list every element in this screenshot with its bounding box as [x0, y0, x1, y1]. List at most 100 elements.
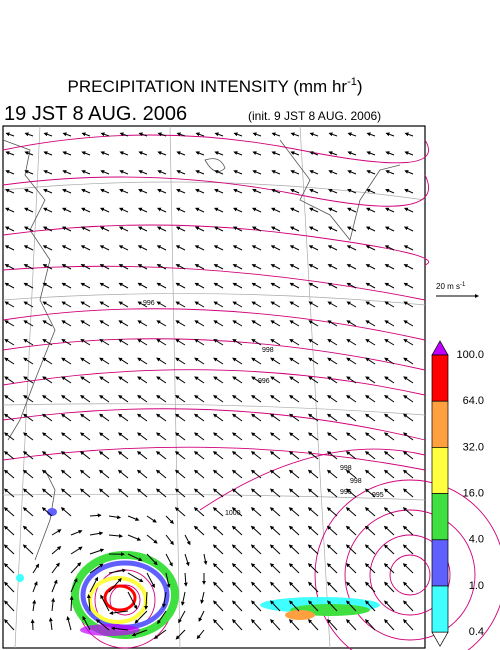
wind-arrow: [364, 525, 376, 536]
wind-arrow: [137, 357, 148, 365]
title-close: ): [357, 77, 363, 96]
wind-arrow: [118, 301, 129, 308]
wind-arrow: [366, 151, 376, 156]
wind-arrow: [32, 563, 40, 574]
wind-arrow: [99, 282, 110, 289]
wind-arrow: [51, 597, 56, 612]
wind-arrow: [232, 207, 243, 213]
wind-arrow: [213, 376, 224, 384]
wind-arrow: [175, 207, 186, 213]
wind-arrow: [61, 338, 72, 346]
wind-arrow: [137, 395, 148, 403]
wind-arrow: [61, 226, 72, 232]
wind-arrow: [213, 282, 224, 289]
wind-arrow: [99, 395, 110, 403]
wind-arrow: [251, 226, 262, 232]
wind-arrow: [5, 170, 15, 175]
wind-arrow: [213, 301, 224, 308]
wind-arrow: [138, 151, 148, 156]
wind-arrow: [80, 432, 91, 441]
wind-arrow: [365, 245, 376, 251]
wind-arrow: [347, 132, 357, 137]
wind-arrow: [384, 432, 395, 441]
wind-arrow: [81, 170, 91, 175]
wind-arrow: [212, 525, 224, 536]
wind-arrow: [270, 226, 281, 232]
wind-arrow: [326, 413, 338, 422]
wind-arrow: [137, 301, 148, 308]
wind-arrow: [60, 413, 72, 422]
wind-arrow: [60, 451, 72, 460]
wind-arrow: [194, 282, 205, 289]
wind-arrow: [3, 488, 15, 498]
wind-arrow: [198, 610, 205, 622]
wind-arrow: [365, 395, 376, 403]
wind-arrow: [42, 432, 53, 441]
wind-arrow: [307, 563, 319, 574]
wind-arrow: [100, 188, 110, 194]
wind-arrow: [383, 488, 395, 498]
wind-arrow: [86, 594, 91, 612]
wind-arrow: [22, 451, 34, 460]
wind-arrow: [100, 170, 110, 175]
wind-arrow: [99, 432, 110, 441]
wind-arrow: [308, 320, 319, 327]
wind-arrow: [109, 610, 129, 615]
wind-arrow: [212, 507, 224, 517]
wind-arrow: [214, 151, 224, 156]
wind-arrow: [156, 301, 167, 308]
wind-arrow: [195, 151, 205, 156]
wind-arrow: [79, 469, 91, 479]
wind-arrow: [60, 469, 72, 479]
wind-arrow: [232, 600, 243, 612]
wind-arrow: [4, 320, 15, 327]
wind-arrow: [117, 413, 129, 422]
wind-arrow: [346, 432, 357, 441]
wind-arrow: [327, 338, 338, 346]
wind-arrow: [136, 451, 148, 460]
wind-arrow: [61, 301, 72, 308]
wind-arrow: [3, 563, 15, 574]
wind-arrow: [269, 563, 281, 574]
colorbar-band: [431, 354, 449, 402]
wind-arrow: [180, 591, 186, 606]
title: PRECIPITATION INTENSITY (mm hr-1): [67, 76, 362, 96]
wind-arrow: [233, 151, 243, 156]
wind-arrow: [137, 264, 148, 270]
wind-arrow: [165, 534, 174, 546]
wind-arrow: [403, 207, 414, 213]
wind-arrow: [270, 282, 281, 289]
wind-arrow: [146, 534, 158, 544]
wind-arrow: [231, 469, 243, 479]
wind-arrow: [307, 488, 319, 498]
wind-arrow: [250, 507, 262, 517]
wind-arrow: [156, 264, 167, 270]
wind-arrow: [231, 488, 243, 498]
wind-arrow: [127, 591, 138, 610]
wind-arrow: [176, 170, 186, 175]
wind-arrow: [4, 581, 15, 593]
wind-arrow: [232, 320, 243, 327]
wind-arrow: [252, 170, 262, 175]
wind-arrow: [270, 581, 281, 593]
wind-arrow: [100, 151, 110, 156]
wind-arrow: [289, 282, 300, 289]
wind-arrow: [146, 515, 157, 523]
wind-arrow: [288, 507, 300, 517]
wind-arrow: [232, 301, 243, 308]
wind-arrow: [134, 610, 148, 624]
wind-arrow: [251, 301, 262, 308]
wind-arrow: [251, 338, 262, 346]
wind-arrow: [30, 619, 35, 631]
wind-arrow: [346, 619, 357, 631]
wind-arrow: [365, 207, 376, 213]
colorbar-label: 32.0: [463, 441, 484, 453]
wind-arrow: [41, 451, 53, 460]
wind-arrow: [402, 488, 414, 498]
wind-arrow: [307, 451, 319, 460]
ref-text: 20 m s: [436, 282, 460, 291]
wind-arrow: [365, 264, 376, 270]
wind-arrow: [403, 320, 414, 327]
